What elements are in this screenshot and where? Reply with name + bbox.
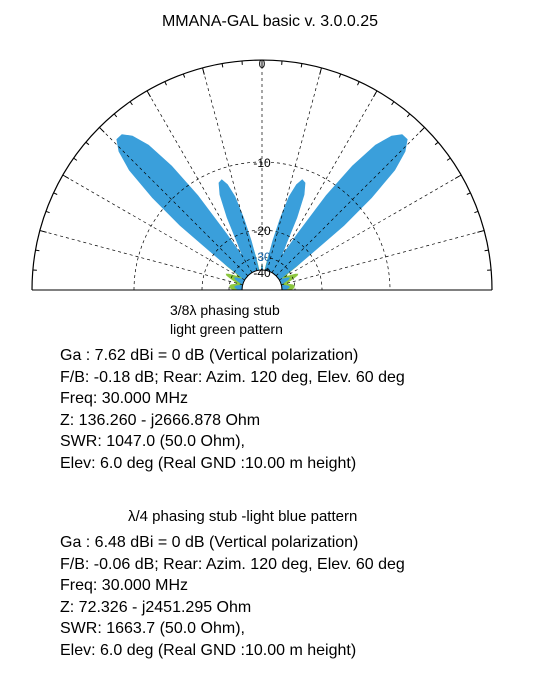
grid-spoke-120 bbox=[146, 90, 253, 273]
series-1-pattern bbox=[116, 134, 408, 290]
grid-ring-3 bbox=[228, 256, 296, 291]
blue-pattern-caption: λ/4 phasing stub -light blue pattern bbox=[128, 508, 358, 525]
blue-freq-text: Freq: 30.000 MHz bbox=[60, 577, 189, 594]
angle-tick-mark bbox=[454, 174, 462, 179]
angle-tick-mark bbox=[338, 73, 342, 78]
angle-tick-mark bbox=[446, 157, 451, 161]
angle-tick-mark bbox=[62, 174, 70, 179]
green-fb-text: F/B: -0.18 dB; Rear: Azim. 120 deg, Elev… bbox=[60, 368, 405, 386]
green-info-block: Ga : 7.62 dBi = 0 dB (Vertical polarizat… bbox=[60, 345, 405, 474]
green-pattern-caption: 3/8λ phasing stub bbox=[170, 302, 280, 318]
angle-tick-mark bbox=[474, 210, 479, 214]
green-impedance-text: Z: 136.260 - j2666.878 Ohm bbox=[60, 411, 261, 429]
green-elev-text: Elev: 6.0 deg (Real GND :10.00 m height) bbox=[60, 454, 357, 472]
angle-tick-mark bbox=[146, 90, 151, 98]
grid-spoke-60 bbox=[271, 90, 378, 273]
angle-tick-mark bbox=[406, 113, 411, 118]
radial-tick-label: -30 bbox=[253, 250, 271, 264]
angle-tick-mark bbox=[221, 63, 224, 68]
angle-tick-mark bbox=[113, 113, 118, 118]
angle-tick-mark bbox=[99, 127, 105, 133]
grid-spoke-150 bbox=[62, 174, 245, 281]
grid-spoke-15 bbox=[281, 230, 485, 286]
radial-tick-label: -40 bbox=[253, 266, 271, 280]
grid-spoke-75 bbox=[266, 67, 322, 271]
polar-pattern-chart: 0 -10 -20 -30 -40 bbox=[31, 57, 493, 291]
grid-spoke-30 bbox=[279, 174, 462, 281]
angle-tick-mark bbox=[129, 101, 133, 106]
angle-tick-mark bbox=[373, 90, 378, 98]
green-freq-text: Freq: 30.000 MHz bbox=[60, 390, 189, 407]
grid-spoke-105 bbox=[202, 67, 258, 271]
radial-tick-label: 0 bbox=[259, 57, 266, 71]
center-hole bbox=[241, 269, 283, 291]
angle-tick-mark bbox=[466, 192, 471, 195]
green-pattern-caption-sub: light green pattern bbox=[170, 321, 283, 337]
blue-gain-text: Ga : 6.48 dBi = 0 dB (Vertical polarizat… bbox=[60, 534, 359, 551]
grid-spoke-45 bbox=[275, 127, 425, 277]
angle-tick-mark bbox=[85, 141, 90, 146]
grid-spoke-135 bbox=[99, 127, 249, 277]
series-0-pattern bbox=[198, 229, 326, 290]
angle-tick-mark bbox=[202, 67, 205, 75]
angle-tick-mark bbox=[434, 141, 439, 146]
angle-tick-mark bbox=[35, 249, 40, 252]
green-gain-text: Ga : 7.62 dBi = 0 dB (Vertical polarizat… bbox=[60, 347, 359, 364]
angle-tick-mark bbox=[357, 81, 360, 86]
radial-tick-label: -20 bbox=[253, 224, 271, 238]
blue-elev-text: Elev: 6.0 deg (Real GND :10.00 m height) bbox=[60, 641, 357, 659]
angle-tick-mark bbox=[53, 192, 58, 195]
blue-fb-text: F/B: -0.06 dB; Rear: Azim. 120 deg, Elev… bbox=[60, 555, 405, 573]
angle-tick-mark bbox=[164, 81, 167, 86]
angle-tick-mark bbox=[419, 127, 425, 133]
angle-tick-mark bbox=[391, 101, 395, 106]
angle-tick-mark bbox=[182, 73, 186, 78]
angle-tick-mark bbox=[484, 249, 489, 252]
chart-title: MMANA-GAL basic v. 3.0.0.25 bbox=[161, 13, 379, 30]
angle-tick-mark bbox=[300, 63, 303, 68]
green-swr-text: SWR: 1047.0 (50.0 Ohm), bbox=[60, 433, 245, 450]
angle-tick-mark bbox=[477, 230, 485, 233]
angle-tick-mark bbox=[319, 67, 322, 75]
blue-info-block: Ga : 6.48 dBi = 0 dB (Vertical polarizat… bbox=[60, 532, 405, 661]
grid-spoke-165 bbox=[39, 230, 243, 286]
radial-tick-label: -10 bbox=[253, 156, 271, 170]
blue-swr-text: SWR: 1663.7 (50.0 Ohm), bbox=[60, 620, 245, 637]
angle-tick-mark bbox=[73, 157, 78, 161]
angle-tick-mark bbox=[45, 210, 50, 214]
angle-tick-mark bbox=[39, 230, 47, 233]
blue-impedance-text: Z: 72.326 - j2451.295 Ohm bbox=[60, 598, 252, 616]
